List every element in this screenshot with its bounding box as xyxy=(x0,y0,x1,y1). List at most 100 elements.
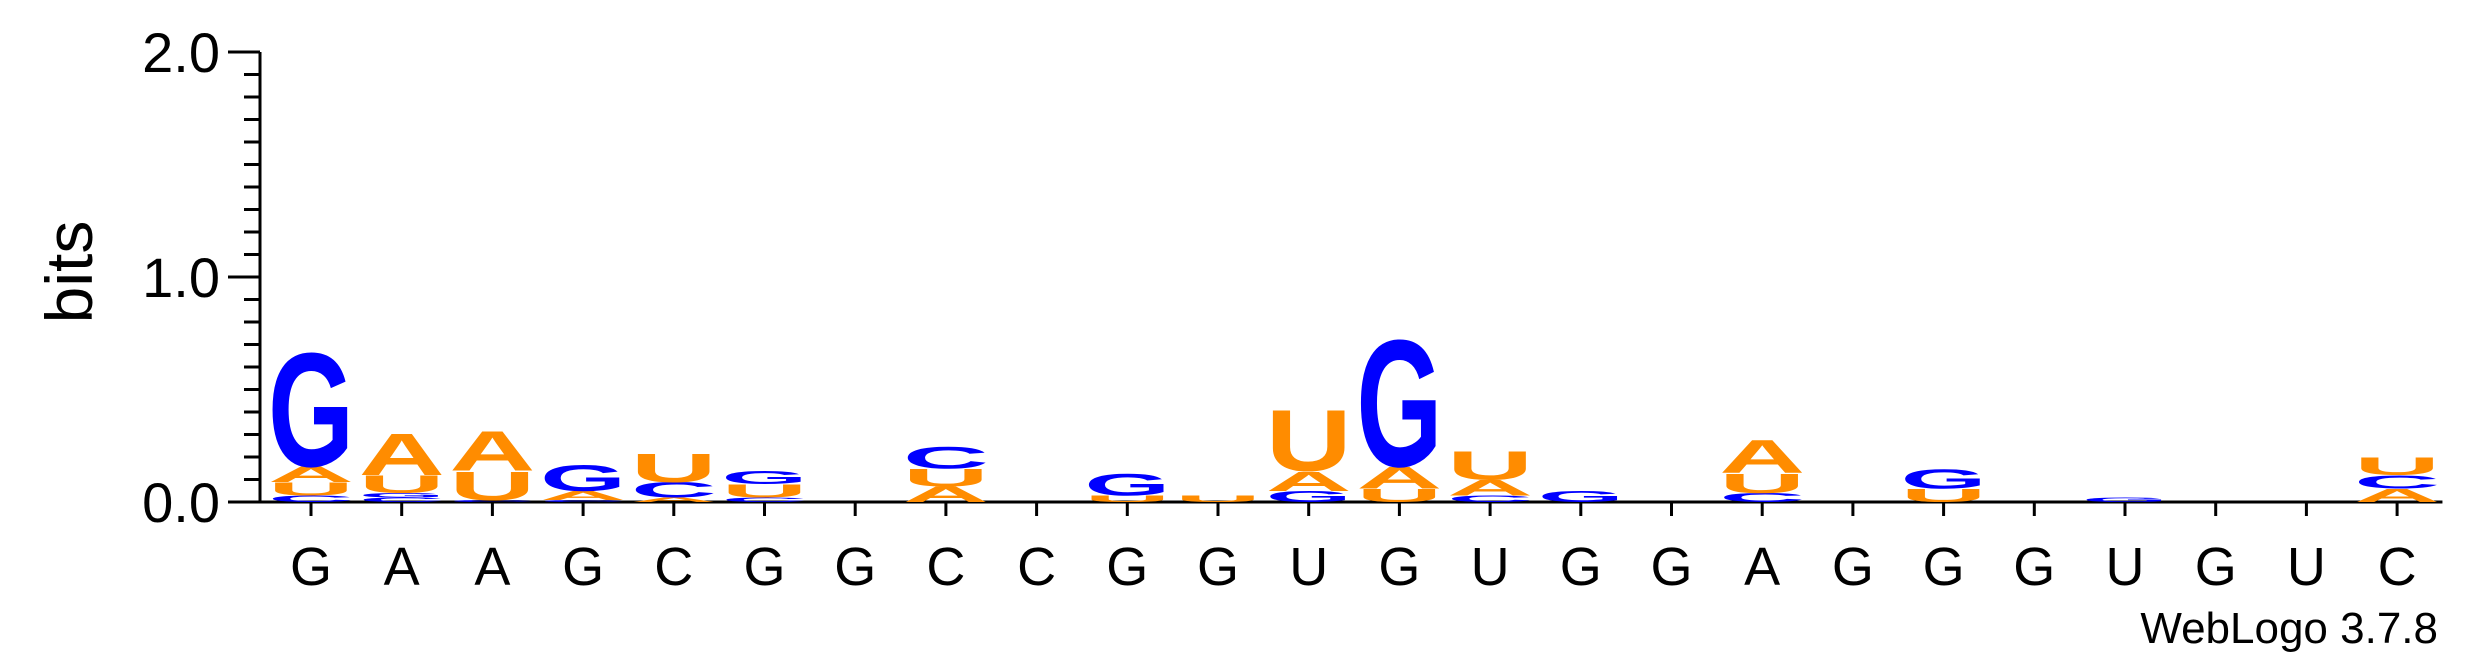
y-axis: 0.0 1.0 2.0 xyxy=(142,21,262,534)
logo-letter: G xyxy=(1538,488,1624,505)
logo-letter-glyph: C xyxy=(631,478,717,502)
logo-letter-glyph: A xyxy=(631,496,717,503)
logo-letter: A xyxy=(1356,460,1442,495)
logo-letter-glyph: U xyxy=(722,481,808,502)
logo-letter: U xyxy=(631,446,717,491)
x-tick-label: U xyxy=(2287,537,2326,597)
logo-letter-glyph: U xyxy=(268,479,354,500)
logo-letter: A xyxy=(1447,476,1533,500)
logo-letter-glyph: G xyxy=(1266,488,1352,505)
logo-letter-glyph: U xyxy=(1719,468,1805,499)
logo-letter-glyph: C xyxy=(449,499,535,502)
logo-letter-glyph: A xyxy=(540,489,626,503)
x-tick-label: G xyxy=(290,537,332,597)
x-tick-label: C xyxy=(926,537,965,597)
logo-letter-glyph: U xyxy=(2354,453,2440,481)
logo-letter: G xyxy=(1356,303,1442,506)
logo-letter: A xyxy=(268,462,354,486)
x-tick-label: C xyxy=(1017,537,1056,597)
x-tick-label: G xyxy=(2013,537,2055,597)
x-tick-label: G xyxy=(1923,537,1965,597)
logo-letter: U xyxy=(903,464,989,492)
x-tick-label: C xyxy=(2378,537,2417,597)
logo-letter-glyph: G xyxy=(268,319,354,501)
logo-letter: G xyxy=(1084,467,1170,502)
logo-letter-glyph: C xyxy=(540,499,626,502)
logo-letter: A xyxy=(903,482,989,506)
logo-letter-glyph: G xyxy=(722,467,808,488)
logo-letter-glyph: U xyxy=(1084,494,1170,504)
logo-letter: U xyxy=(1447,443,1533,488)
logo-letter-glyph: U xyxy=(1447,443,1533,488)
logo-letter-glyph: U xyxy=(903,464,989,492)
x-tick-label: A xyxy=(474,537,510,597)
logo-letter-glyph: A xyxy=(449,421,535,483)
logo-letter: U xyxy=(449,464,535,509)
logo-letter-glyph: A xyxy=(2354,485,2440,506)
logo-letter-glyph: A xyxy=(268,462,354,486)
logo-letter-glyph: C xyxy=(268,494,354,504)
logo-letter: U xyxy=(2354,453,2440,481)
logo-letter-glyph: G xyxy=(1901,463,1987,494)
logo-letter: G xyxy=(540,457,626,499)
x-tick-label: G xyxy=(1832,537,1874,597)
logo-letter: C xyxy=(1719,491,1805,505)
logo-letter-glyph: U xyxy=(1266,391,1352,489)
logo-letter-glyph: C xyxy=(903,440,989,475)
x-tick-label: G xyxy=(834,537,876,597)
logo-letter: G xyxy=(2082,496,2168,503)
x-tick-label: U xyxy=(2106,537,2145,597)
logo-letter: U xyxy=(1719,468,1805,499)
y-tick-label: 1.0 xyxy=(142,246,220,309)
x-tick-label: G xyxy=(1560,537,1602,597)
logo-letter-glyph: C xyxy=(1719,491,1805,505)
logo-letter-glyph: U xyxy=(1356,485,1442,506)
y-axis-label: bits xyxy=(32,221,106,324)
logo-letter: C xyxy=(449,499,535,502)
logo-letter: C xyxy=(359,496,445,503)
logo-letter-glyph: A xyxy=(359,422,445,488)
logo-letter: U xyxy=(1356,485,1442,506)
logo-letter-glyph: A xyxy=(1356,460,1442,495)
logo-letter: U xyxy=(722,481,808,502)
logo-letter: A xyxy=(1719,430,1805,483)
logo-letter: G xyxy=(359,492,445,499)
y-tick-label: 2.0 xyxy=(142,21,220,84)
logo-letter-glyph: U xyxy=(1175,494,1261,504)
logo-letter: U xyxy=(1084,494,1170,504)
x-tick-label: U xyxy=(1471,537,1510,597)
x-tick-label: G xyxy=(562,537,604,597)
logo-letter-glyph: C xyxy=(722,496,808,503)
x-tick-label: C xyxy=(654,537,693,597)
x-tick-label: G xyxy=(2195,537,2237,597)
logo-letter: A xyxy=(1266,465,1352,496)
x-tick-label: A xyxy=(1744,537,1780,597)
logo-letter: U xyxy=(359,471,445,499)
logo-letter: G xyxy=(1901,463,1987,494)
x-tick-label: A xyxy=(384,537,420,597)
logo-letter: A xyxy=(540,489,626,503)
logo-letter: G xyxy=(1266,488,1352,505)
logo-letter-glyph: G xyxy=(1538,488,1624,505)
logo-letter: G xyxy=(722,467,808,488)
logo-letter: A xyxy=(2354,485,2440,506)
logo-letter: C xyxy=(1447,494,1533,504)
x-tick-label: G xyxy=(1197,537,1239,597)
logo-letter: C xyxy=(903,440,989,475)
x-tick-label: G xyxy=(1378,537,1420,597)
logo-letter: A xyxy=(449,421,535,483)
logo-letter-glyph: C xyxy=(1447,494,1533,504)
logo-letter-glyph: G xyxy=(540,457,626,499)
x-tick-label: G xyxy=(1106,537,1148,597)
logo-letter-glyph: A xyxy=(1447,476,1533,500)
logo-letter-glyph: U xyxy=(359,471,445,499)
logo-letter-glyph: G xyxy=(1356,303,1442,506)
logo-letter-glyph: C xyxy=(2354,472,2440,493)
logo-letter-glyph: G xyxy=(359,492,445,499)
logo-letter: C xyxy=(722,496,808,503)
logo-letter: U xyxy=(1175,494,1261,504)
logo-letter: C xyxy=(268,494,354,504)
logo-letter: U xyxy=(1266,391,1352,489)
